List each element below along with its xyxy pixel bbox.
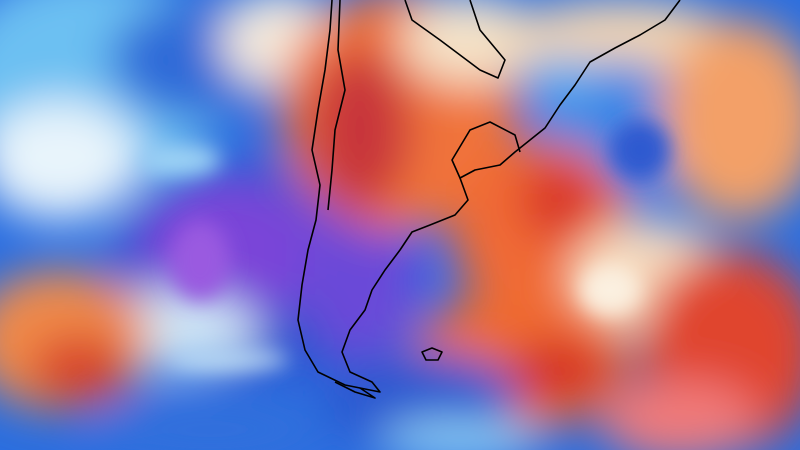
falklands [421, 347, 443, 361]
uruguay-border [451, 121, 521, 179]
andes-border [327, 0, 346, 211]
northern-border [404, 0, 506, 79]
texture [140, 120, 670, 368]
coastlines [297, 0, 681, 399]
tierra-del-fuego [334, 381, 376, 399]
south-america-coast [297, 0, 681, 393]
